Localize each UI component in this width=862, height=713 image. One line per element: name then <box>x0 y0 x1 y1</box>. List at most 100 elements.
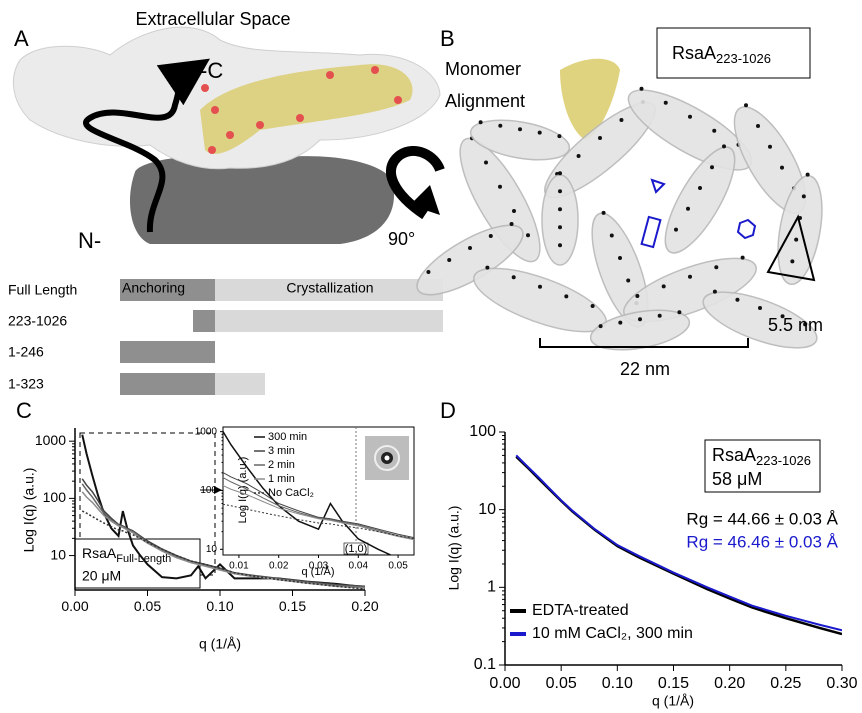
calcium-dot <box>598 136 602 140</box>
lattice-protein <box>469 119 571 161</box>
sample-name-text: RsaA <box>712 445 756 465</box>
sample-concentration: 20 μM <box>82 568 121 584</box>
lattice-protein <box>623 257 757 323</box>
peak-box <box>343 542 369 555</box>
panel-label: D <box>440 398 456 423</box>
calcium-dot <box>484 160 488 165</box>
sample-name: RsaA223-1026 <box>712 445 811 469</box>
panel-label: B <box>440 26 455 51</box>
calcium-dot <box>735 297 740 302</box>
legend-label: EDTA-treated <box>532 602 629 619</box>
data-line <box>223 430 393 555</box>
calcium-dot <box>805 172 810 177</box>
calcium-dot <box>557 134 562 139</box>
symmetry-triangle <box>650 178 666 194</box>
calcium-dot <box>512 209 516 214</box>
calcium-dot <box>790 259 795 264</box>
unit-cell-label: 5.5 nm <box>768 315 823 335</box>
data-line <box>223 485 414 541</box>
calcium-dot <box>558 243 562 248</box>
legend-label: 300 min <box>268 431 307 443</box>
rotation-label: 90° <box>388 229 415 249</box>
title: Extracellular Space <box>135 9 290 29</box>
scale-bracket <box>539 338 749 348</box>
calcium-dot <box>509 222 514 226</box>
topology-arrow <box>83 58 210 233</box>
calcium-dot <box>518 127 522 132</box>
calcium-dot <box>558 207 562 212</box>
sample-name-text: RsaA <box>82 545 117 561</box>
protein-name-text: RsaA <box>672 43 716 63</box>
y-tick-label: 10 <box>478 501 496 518</box>
legend-label: 1 min <box>268 473 295 485</box>
calcium-dot <box>710 165 714 170</box>
x-tick-label: 0.03 <box>309 561 329 572</box>
calcium-dot <box>618 256 622 260</box>
x-axis-label: q (1/Å) <box>652 693 694 709</box>
panel-label: C <box>16 398 32 423</box>
sample-name-subscript: 223-1026 <box>756 453 811 468</box>
calcium-dot <box>801 194 806 199</box>
calcium-dot <box>626 278 631 283</box>
sample-box <box>704 439 821 493</box>
crystallization-bar <box>215 310 443 332</box>
calcium-dot <box>639 86 644 91</box>
construct-label: Full Length <box>8 282 77 298</box>
legend-label: No CaCl₂ <box>268 487 314 499</box>
x-tick-label: 0.00 <box>61 598 88 614</box>
y-tick-label: 10 <box>206 544 218 555</box>
x-tick-label: 0.10 <box>206 598 233 614</box>
x-tick-label: 0.25 <box>770 675 801 692</box>
calcium-dot <box>758 306 762 310</box>
panel-label: A <box>14 26 29 51</box>
calcium-dot <box>674 227 678 232</box>
calcium-dot <box>722 144 726 149</box>
x-tick-label: 0.04 <box>349 561 369 572</box>
peak-label: (1,0) <box>345 543 368 555</box>
calcium-dot <box>558 171 562 176</box>
calcium-dot <box>478 120 483 125</box>
calcium-dot <box>511 275 516 280</box>
lattice-illustration <box>416 58 823 351</box>
crystallization-bar <box>215 279 443 301</box>
x-tick-label: 0.10 <box>602 675 633 692</box>
protein-box <box>656 27 811 79</box>
domain-label: Crystallization <box>286 280 373 296</box>
y-tick-label: 100 <box>200 485 217 496</box>
lattice-protein <box>777 174 823 286</box>
data-line <box>515 454 842 632</box>
calcium-dot <box>598 324 603 329</box>
calcium-dot <box>663 100 668 105</box>
unit-cell-triangle <box>766 214 816 282</box>
crystallization-bar <box>215 373 265 395</box>
y-tick-label: 100 <box>43 489 67 505</box>
calcium-dot <box>740 255 745 260</box>
x-tick-label: 0.30 <box>826 675 857 692</box>
rotation-arrow <box>385 146 445 220</box>
x-tick-label: 0.20 <box>351 598 378 614</box>
x-tick-label: 0.01 <box>229 561 249 572</box>
lattice-protein <box>664 146 736 254</box>
calcium-dot <box>677 310 682 315</box>
x-tick-label: 0.00 <box>489 675 520 692</box>
calcium-dot <box>537 130 542 135</box>
legend-label: 2 min <box>268 459 295 471</box>
c-terminus: -C <box>200 58 223 83</box>
calcium-dot <box>558 225 562 230</box>
domain-label: Anchoring <box>122 280 185 296</box>
calcium-dot <box>638 317 642 322</box>
anchoring-bar <box>193 310 215 332</box>
x-tick-label: 0.02 <box>269 561 289 572</box>
monomer-label: Monomer <box>445 59 521 79</box>
calcium-dot <box>619 118 624 123</box>
calcium-dot <box>590 303 595 308</box>
rotation-arrowhead <box>410 185 440 215</box>
legend-label: 3 min <box>268 445 295 457</box>
calcium-dot <box>686 206 690 211</box>
x-axis-label: q (1/Å) <box>199 636 241 652</box>
rg-label: Rg = 44.66 ± 0.03 Å <box>686 509 838 528</box>
calcium-dot <box>688 114 692 119</box>
data-line <box>81 510 365 590</box>
